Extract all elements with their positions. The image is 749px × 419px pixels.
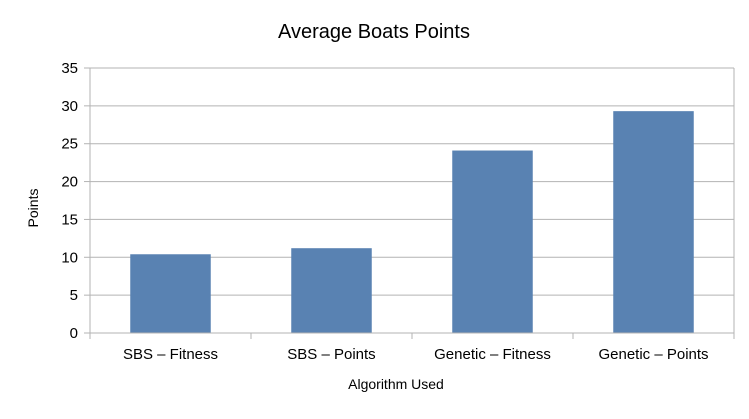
x-axis-label: Algorithm Used bbox=[348, 376, 444, 392]
axes bbox=[84, 67, 735, 339]
y-tick-label: 30 bbox=[61, 98, 78, 115]
y-tick-label: 10 bbox=[61, 249, 78, 266]
y-tick-label: 0 bbox=[70, 325, 78, 342]
x-tick-label: SBS – Fitness bbox=[123, 346, 218, 363]
chart-title: Average Boats Points bbox=[278, 21, 470, 43]
bar bbox=[130, 254, 211, 333]
bar bbox=[452, 150, 533, 333]
y-axis-ticks: 0 5 10 15 20 25 30 35 bbox=[61, 60, 78, 342]
x-tick-label: Genetic – Points bbox=[598, 346, 708, 363]
x-tick-label: Genetic – Fitness bbox=[434, 346, 551, 363]
bar bbox=[613, 111, 694, 334]
bars bbox=[130, 111, 694, 334]
bar bbox=[291, 248, 372, 333]
y-tick-label: 15 bbox=[61, 211, 78, 228]
y-tick-label: 25 bbox=[61, 136, 78, 153]
y-axis-label: Points bbox=[25, 189, 41, 228]
x-tick-label: SBS – Points bbox=[287, 346, 375, 363]
y-tick-label: 5 bbox=[70, 287, 78, 304]
x-axis-ticks: SBS – Fitness SBS – Points Genetic – Fitne… bbox=[123, 346, 709, 363]
y-tick-label: 20 bbox=[61, 174, 78, 191]
y-tick-label: 35 bbox=[61, 60, 78, 77]
